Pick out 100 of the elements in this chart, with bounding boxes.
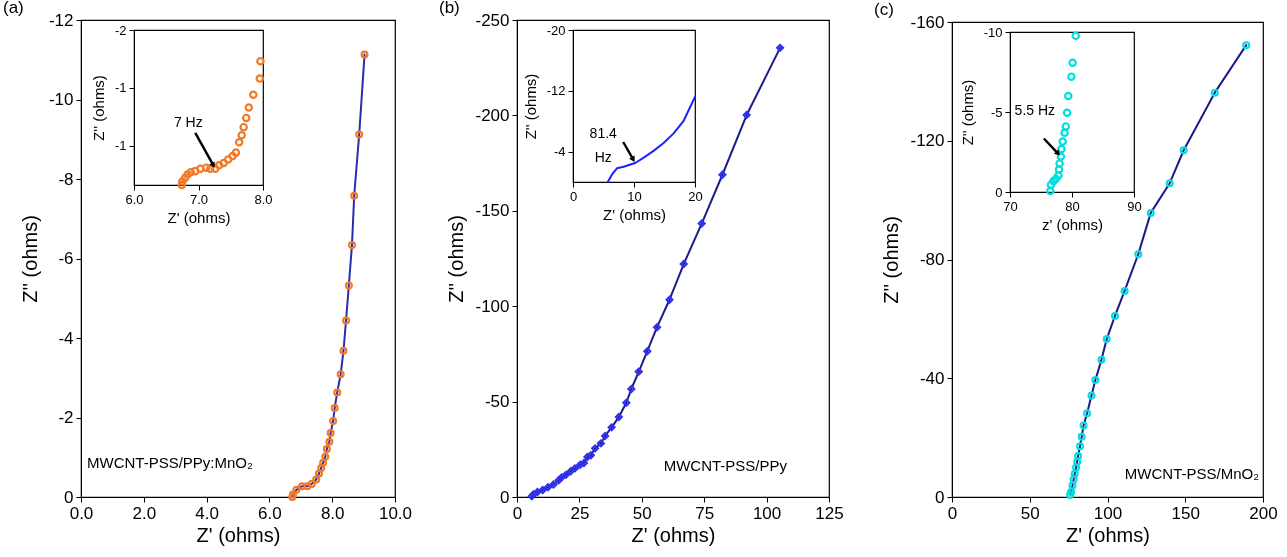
y-tick-label: -2 — [58, 408, 74, 427]
y-tick-label: -4 — [58, 328, 74, 348]
point — [1066, 490, 1075, 499]
y-tick-label: -4 — [553, 144, 566, 160]
point — [622, 398, 631, 407]
point — [1068, 481, 1077, 490]
point — [329, 417, 338, 426]
y-tick-label: -150 — [475, 201, 510, 221]
point — [1087, 391, 1096, 400]
point — [1165, 179, 1174, 188]
line-series — [291, 53, 366, 498]
point — [1074, 452, 1083, 461]
x-tick-label: 80 — [1065, 198, 1080, 214]
point — [355, 130, 364, 139]
y-tick-label: -1 — [114, 138, 127, 154]
chart-title: (c) — [874, 0, 894, 19]
point — [1060, 128, 1069, 138]
x-tick-label: 100 — [1093, 503, 1123, 523]
x-axis-title: z' (ohms) — [1041, 215, 1104, 233]
point — [239, 122, 248, 132]
point — [1210, 88, 1219, 97]
point — [211, 164, 220, 174]
point — [321, 452, 330, 461]
annotation: 81.4 Hz — [589, 125, 618, 165]
point — [234, 137, 244, 147]
point — [339, 346, 348, 355]
point — [205, 164, 215, 174]
point — [183, 170, 192, 179]
x-tick-label: 50 — [632, 503, 652, 523]
y-tick-label: -80 — [919, 250, 945, 269]
x-axis-title: Z' (ohms) — [631, 523, 716, 546]
point — [1058, 137, 1067, 146]
point — [1056, 152, 1066, 161]
point — [330, 403, 339, 412]
point — [298, 482, 307, 491]
x-tick-label: 8.0 — [320, 503, 345, 523]
point — [601, 431, 610, 440]
x-tick-label: 0 — [512, 503, 523, 523]
point — [1110, 311, 1119, 320]
point — [219, 158, 228, 168]
y-tick-label: -10 — [983, 24, 1003, 40]
y-tick-label: -6 — [58, 249, 74, 268]
point — [1064, 91, 1073, 101]
annotation: 5.5 Hz — [1014, 102, 1056, 119]
x-axis-title: Z' (ohms) — [603, 205, 666, 223]
point — [333, 388, 342, 397]
point — [1102, 335, 1111, 344]
x-tick-label: 100 — [752, 503, 782, 523]
point — [776, 43, 785, 52]
x-axis-title: Z' (ohms) — [1066, 523, 1150, 546]
y-axis-title: Z'' (ohms) — [89, 75, 107, 141]
x-axis-title: Z' (ohms) — [196, 523, 281, 546]
annotation: 7 Hz — [173, 113, 203, 130]
y-tick-label: -200 — [475, 105, 510, 125]
x-tick-label: 200 — [1249, 503, 1278, 523]
point — [350, 191, 359, 200]
chart-title: (a) — [3, 0, 24, 17]
point — [342, 316, 351, 325]
point — [317, 463, 326, 472]
point — [1079, 421, 1088, 430]
point — [325, 437, 334, 446]
point — [360, 50, 369, 59]
point — [1072, 463, 1081, 472]
x-tick-label: 90 — [1127, 198, 1142, 214]
point — [538, 485, 547, 494]
point — [344, 281, 353, 290]
y-tick-label: -8 — [58, 169, 74, 189]
point — [336, 370, 345, 379]
y-tick-label: -20 — [546, 22, 566, 38]
x-tick-label: 20 — [688, 188, 703, 204]
y-tick-label: -160 — [910, 12, 945, 32]
point — [1061, 122, 1071, 131]
y-axis-title: Z'' (ohms) — [445, 215, 468, 303]
x-tick-label: 75 — [695, 503, 715, 523]
point — [742, 111, 751, 120]
point — [214, 161, 224, 170]
point — [178, 177, 187, 186]
y-tick-label: -2 — [114, 22, 127, 38]
y-tick-label: 0 — [935, 487, 945, 507]
point — [1091, 376, 1100, 385]
point — [288, 492, 297, 502]
point — [1070, 469, 1079, 478]
y-tick-label: -120 — [910, 131, 945, 151]
point — [679, 260, 688, 269]
point — [1068, 58, 1077, 67]
x-tick-label: 125 — [815, 503, 844, 523]
point — [1134, 250, 1143, 259]
point — [303, 482, 312, 491]
point — [228, 151, 237, 161]
y-tick-label: -12 — [546, 83, 566, 99]
y-axis-title: Z'' (ohms) — [958, 79, 976, 146]
annotation: MWCNT-PSS/PPy — [663, 457, 788, 474]
point — [237, 131, 246, 140]
point — [177, 180, 186, 190]
x-tick-label: 6.0 — [258, 503, 282, 523]
point — [1054, 165, 1064, 174]
y-tick-label: -1 — [114, 80, 127, 96]
y-tick-label: -40 — [919, 368, 945, 388]
point — [322, 444, 331, 453]
point — [1179, 146, 1188, 155]
